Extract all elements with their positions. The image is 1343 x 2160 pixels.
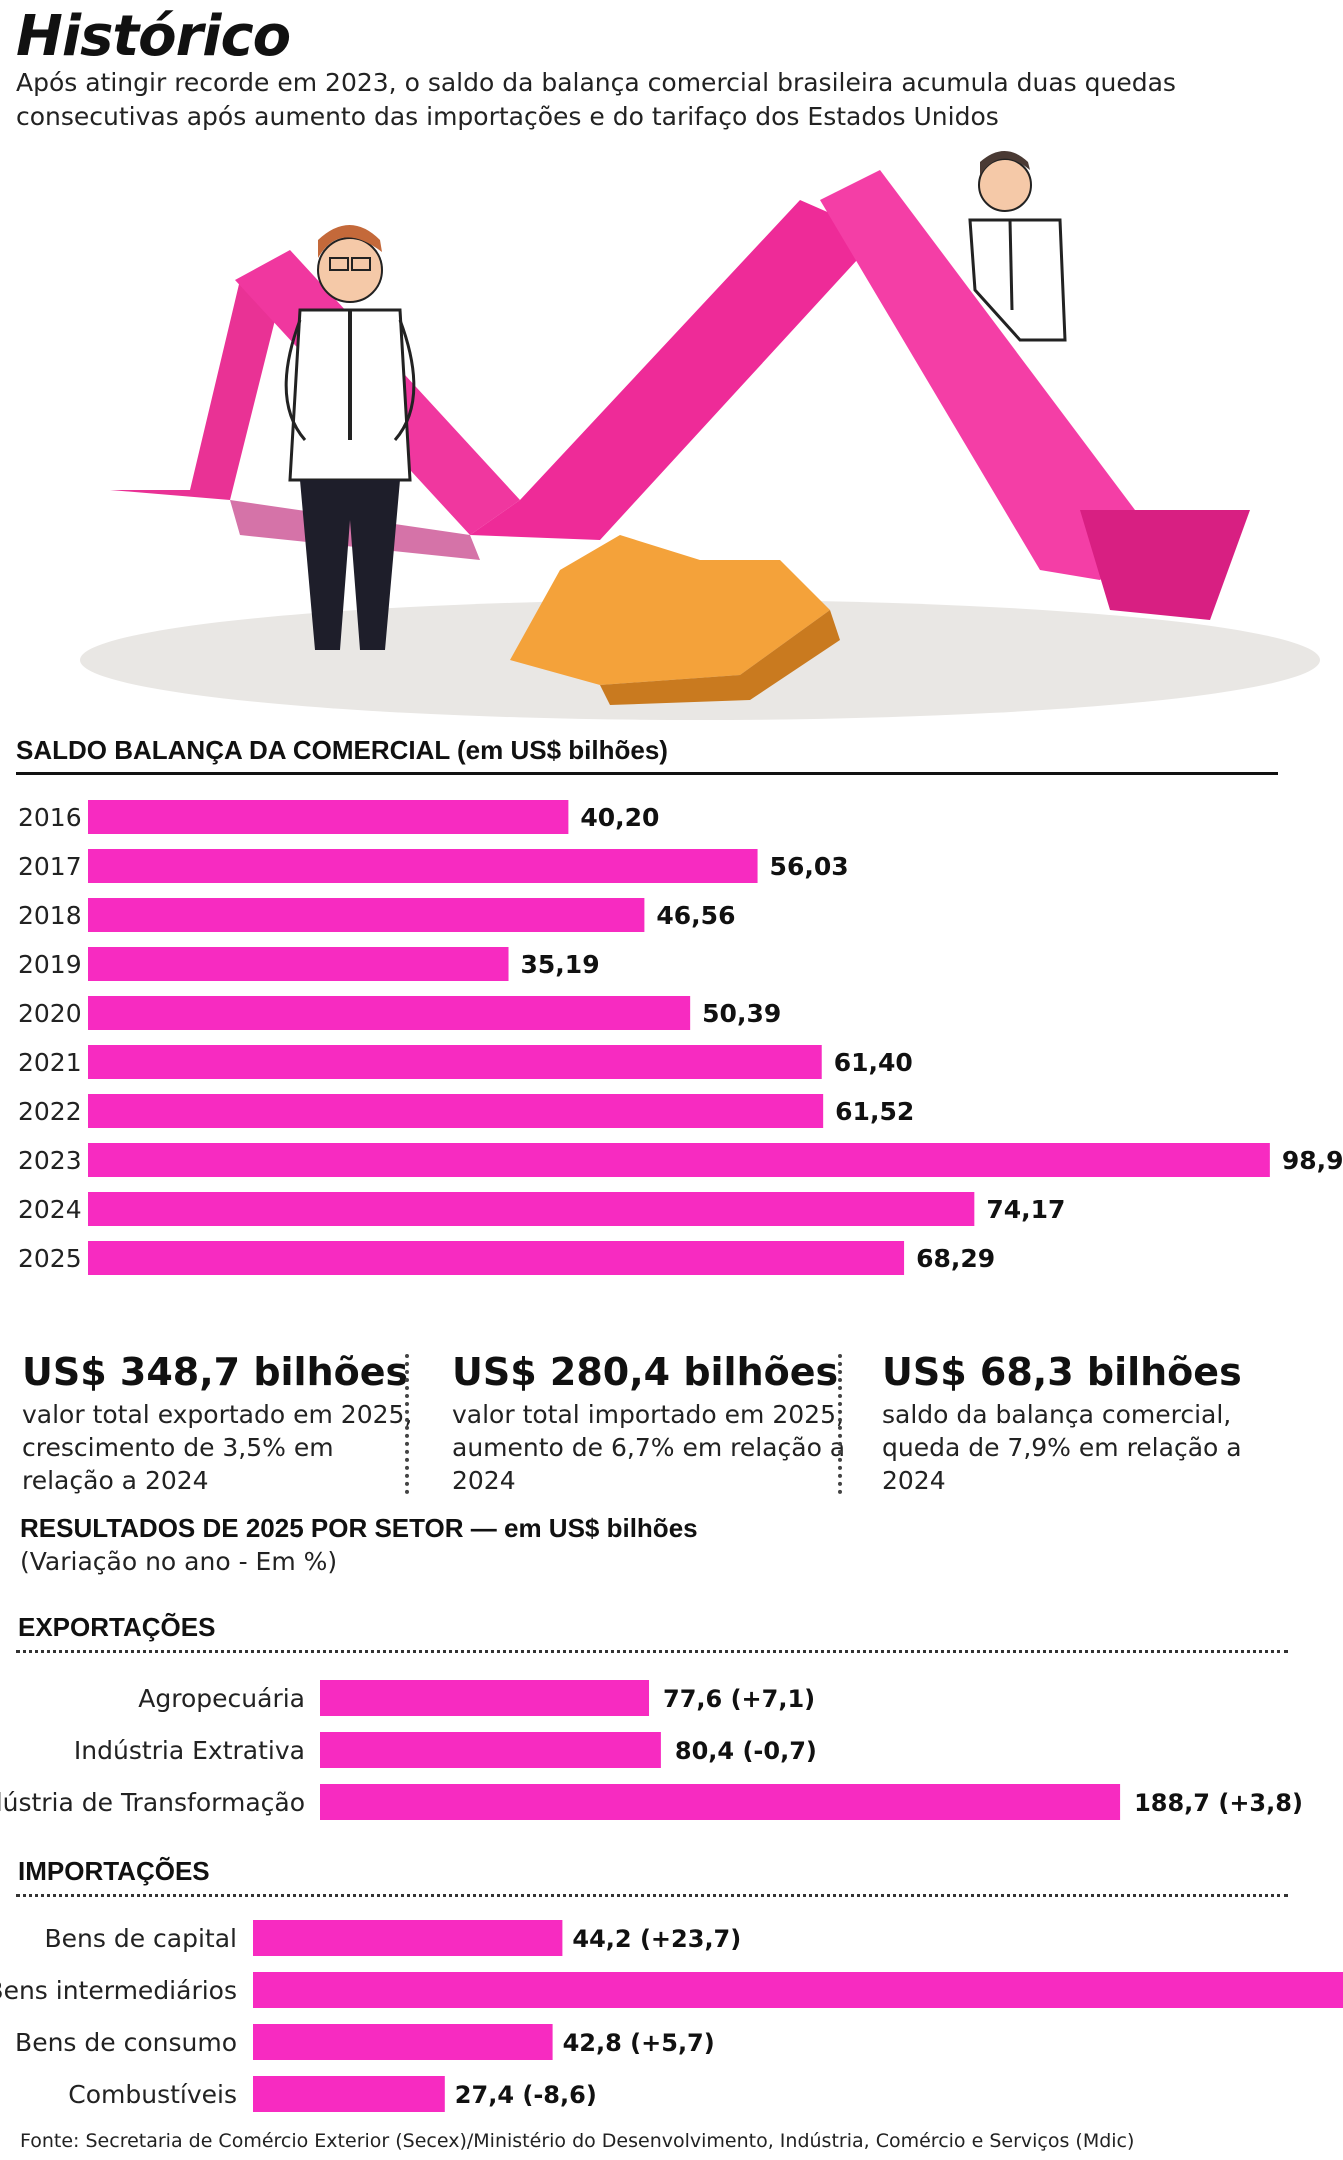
stat-exports-value: US$ 348,7 bilhões xyxy=(22,1350,409,1394)
bar xyxy=(88,1192,975,1226)
value-label: 74,17 xyxy=(986,1195,1065,1224)
bar xyxy=(88,1094,824,1128)
exports-chart: Agropecuária 77,6 (+7,1) Indústria Extrati… xyxy=(0,1680,1303,1820)
bar xyxy=(253,2076,445,2112)
bar xyxy=(320,1680,650,1716)
orange-arrow-icon xyxy=(510,535,840,705)
bar xyxy=(88,996,691,1030)
category-label: Bens de capital xyxy=(45,1924,238,1953)
bar xyxy=(88,849,758,883)
stat-balance-desc: saldo da balança comercial, queda de 7,9… xyxy=(882,1400,1242,1495)
category-label: Indústria Extrativa xyxy=(74,1736,305,1765)
exports-title: EXPORTAÇÕES xyxy=(18,1612,216,1642)
stat-exports: US$ 348,7 bilhões valor total exportado … xyxy=(22,1350,422,1497)
stat-divider xyxy=(405,1354,409,1494)
bar xyxy=(88,800,569,834)
illustration xyxy=(80,151,1320,720)
source-note: Fonte: Secretaria de Comércio Exterior (… xyxy=(20,2130,1135,2152)
value-label: 44,2 (+23,7) xyxy=(572,1925,741,1953)
zigzag-arrow-icon xyxy=(80,170,1320,720)
stat-imports: US$ 280,4 bilhões valor total importado … xyxy=(452,1350,852,1497)
stat-imports-desc: valor total importado em 2025, aumento d… xyxy=(452,1400,846,1495)
value-label: 56,03 xyxy=(770,852,849,881)
imports-rule xyxy=(16,1894,1288,1897)
value-label: 50,39 xyxy=(702,999,781,1028)
value-label: 98,90 xyxy=(1282,1146,1343,1175)
stat-balance-value: US$ 68,3 bilhões xyxy=(882,1350,1242,1394)
value-label: 27,4 (-8,6) xyxy=(455,2081,597,2109)
value-label: 61,40 xyxy=(834,1048,913,1077)
value-label: 46,56 xyxy=(656,901,735,930)
value-label: 35,19 xyxy=(521,950,600,979)
imports-title: IMPORTAÇÕES xyxy=(18,1856,210,1886)
stat-exports-desc: valor total exportado em 2025, crescimen… xyxy=(22,1400,413,1495)
bar xyxy=(253,2024,553,2060)
category-label: Indústria de Transformação xyxy=(0,1788,305,1817)
saldo-chart: 2016 40,20 2017 56,03 2018 46,56 2019 35,19 2020… xyxy=(18,800,1343,1275)
value-label: 42,8 (+5,7) xyxy=(563,2029,715,2057)
category-label: 2018 xyxy=(18,901,82,930)
category-label: 2023 xyxy=(18,1146,82,1175)
value-label: 188,7 (+3,8) xyxy=(1134,1789,1303,1817)
person-icon xyxy=(284,225,416,650)
bar xyxy=(88,898,645,932)
category-label: Bens de consumo xyxy=(15,2028,237,2057)
saldo-chart-title: SALDO BALANÇA DA COMERCIAL (em US$ bilhõ… xyxy=(16,735,668,765)
bar xyxy=(320,1784,1121,1820)
value-label: 40,20 xyxy=(580,803,659,832)
page-title: Histórico xyxy=(16,4,291,69)
bar xyxy=(253,1972,1343,2008)
category-label: 2016 xyxy=(18,803,82,832)
bar xyxy=(88,1045,822,1079)
stat-balance: US$ 68,3 bilhões saldo da balança comerc… xyxy=(882,1350,1282,1497)
bar xyxy=(88,1241,905,1275)
exports-rule xyxy=(16,1650,1288,1653)
category-label: Bens intermediários xyxy=(0,1976,237,2005)
value-label: 77,6 (+7,1) xyxy=(663,1685,815,1713)
imports-chart: Bens de capital 44,2 (+23,7) Bens intermed… xyxy=(0,1920,1343,2112)
stat-imports-value: US$ 280,4 bilhões xyxy=(452,1350,839,1394)
bar xyxy=(88,1143,1270,1177)
bar xyxy=(320,1732,661,1768)
value-label: 80,4 (-0,7) xyxy=(675,1737,817,1765)
value-label: 68,29 xyxy=(916,1244,995,1273)
page-subtitle: Após atingir recorde em 2023, o saldo da… xyxy=(16,68,1176,131)
category-label: 2025 xyxy=(18,1244,82,1273)
person-icon xyxy=(968,151,1067,342)
sector-title: RESULTADOS DE 2025 POR SETOR — em US$ bi… xyxy=(20,1513,698,1543)
bar xyxy=(253,1920,563,1956)
category-label: 2024 xyxy=(18,1195,82,1224)
category-label: 2022 xyxy=(18,1097,82,1126)
sector-subnote: (Variação no ano - Em %) xyxy=(20,1547,338,1576)
value-label: 61,52 xyxy=(835,1097,914,1126)
bar xyxy=(88,947,509,981)
category-label: 2019 xyxy=(18,950,82,979)
category-label: 2020 xyxy=(18,999,82,1028)
saldo-chart-rule xyxy=(16,772,1278,775)
category-label: 2017 xyxy=(18,852,82,881)
category-label: Agropecuária xyxy=(138,1684,305,1713)
stat-divider xyxy=(838,1354,842,1494)
category-label: 2021 xyxy=(18,1048,82,1077)
category-label: Combustíveis xyxy=(68,2080,237,2109)
